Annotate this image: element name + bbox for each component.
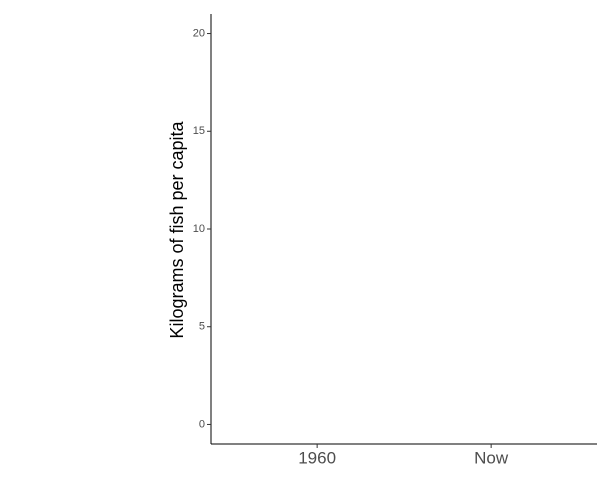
y-tick-label: 15 (193, 125, 205, 137)
x-tick-label: Now (474, 448, 509, 467)
y-tick-label: 0 (199, 418, 205, 430)
x-tick-label: 1960 (298, 448, 336, 467)
y-tick-label: 5 (199, 321, 205, 333)
y-tick-label: 20 (193, 27, 205, 39)
y-axis-title: Kilograms of fish per capita (167, 120, 187, 338)
y-tick-label: 10 (193, 223, 205, 235)
